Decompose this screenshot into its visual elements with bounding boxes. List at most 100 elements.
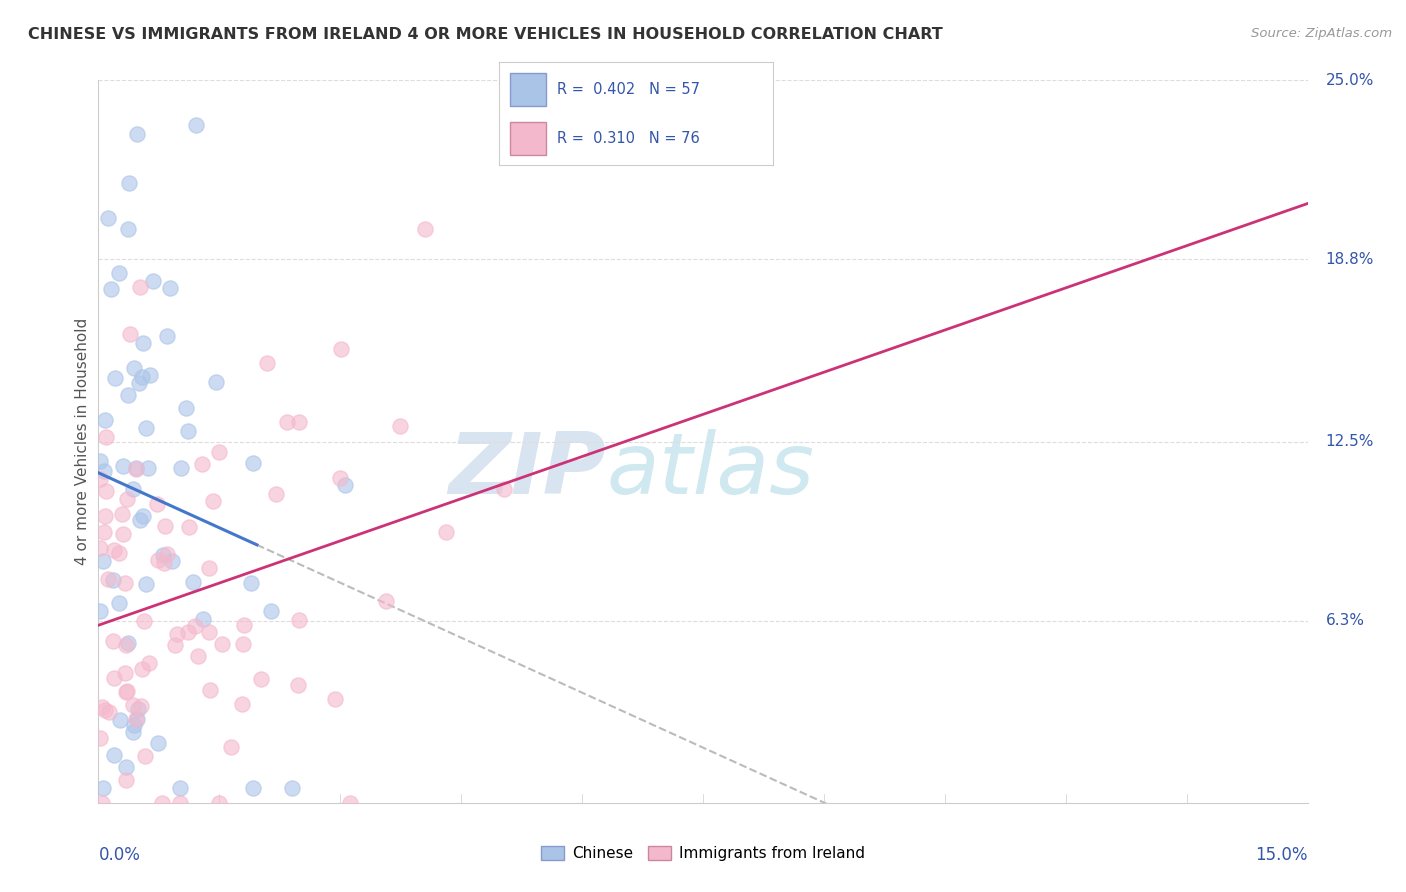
Point bbox=[138, 656, 160, 670]
Point bbox=[193, 612, 215, 626]
Point bbox=[142, 274, 165, 288]
Point bbox=[114, 772, 136, 787]
Point bbox=[132, 335, 155, 350]
Point bbox=[333, 478, 356, 492]
Point bbox=[90, 699, 112, 714]
Point bbox=[127, 712, 149, 726]
Point bbox=[152, 549, 174, 563]
Point bbox=[107, 266, 129, 280]
Point bbox=[93, 412, 115, 426]
Point bbox=[165, 638, 187, 652]
Point bbox=[114, 575, 136, 590]
Point bbox=[114, 666, 136, 681]
Point bbox=[232, 618, 254, 632]
Point bbox=[117, 636, 139, 650]
Point bbox=[434, 524, 457, 539]
Text: 18.8%: 18.8% bbox=[1326, 252, 1374, 267]
Point bbox=[101, 633, 124, 648]
Point bbox=[131, 370, 153, 384]
Point bbox=[146, 553, 169, 567]
Point bbox=[115, 683, 138, 698]
Point bbox=[93, 524, 115, 539]
Point bbox=[89, 541, 111, 556]
Point bbox=[156, 328, 179, 343]
Text: R =  0.402   N = 57: R = 0.402 N = 57 bbox=[557, 81, 700, 96]
Point bbox=[122, 717, 145, 731]
Point bbox=[100, 282, 122, 296]
Point bbox=[97, 573, 120, 587]
Legend: Chinese, Immigrants from Ireland: Chinese, Immigrants from Ireland bbox=[536, 840, 870, 867]
Point bbox=[202, 493, 225, 508]
Point bbox=[122, 725, 145, 739]
Text: 15.0%: 15.0% bbox=[1256, 847, 1308, 864]
Point bbox=[104, 371, 127, 385]
Point bbox=[152, 556, 174, 570]
Point bbox=[219, 739, 242, 754]
Point bbox=[276, 415, 298, 429]
Point bbox=[330, 342, 353, 356]
Point bbox=[138, 368, 160, 382]
Point bbox=[231, 697, 253, 711]
Point bbox=[242, 781, 264, 796]
Point bbox=[129, 513, 152, 527]
Point bbox=[103, 573, 125, 587]
Point bbox=[170, 461, 193, 475]
Point bbox=[287, 678, 309, 692]
Point bbox=[94, 430, 117, 444]
Point bbox=[169, 796, 191, 810]
Point bbox=[132, 614, 155, 628]
Point bbox=[329, 471, 352, 485]
Point bbox=[132, 508, 155, 523]
Point bbox=[131, 662, 153, 676]
Point bbox=[260, 604, 283, 618]
Text: CHINESE VS IMMIGRANTS FROM IRELAND 4 OR MORE VEHICLES IN HOUSEHOLD CORRELATION C: CHINESE VS IMMIGRANTS FROM IRELAND 4 OR … bbox=[28, 27, 943, 42]
Point bbox=[169, 781, 191, 796]
FancyBboxPatch shape bbox=[510, 122, 546, 155]
Point bbox=[191, 457, 214, 471]
Point bbox=[128, 279, 150, 293]
Point bbox=[494, 482, 516, 496]
Text: 25.0%: 25.0% bbox=[1326, 73, 1374, 87]
Point bbox=[288, 415, 311, 429]
Point bbox=[242, 456, 264, 470]
Point bbox=[388, 419, 411, 434]
Point bbox=[117, 222, 139, 236]
Point bbox=[103, 747, 125, 762]
Point bbox=[111, 507, 134, 521]
Point bbox=[208, 445, 231, 459]
Text: 6.3%: 6.3% bbox=[1326, 613, 1365, 628]
Point bbox=[135, 577, 157, 591]
Point bbox=[166, 626, 188, 640]
Point bbox=[187, 648, 209, 663]
Point bbox=[177, 624, 200, 639]
Point bbox=[97, 211, 120, 226]
Point bbox=[339, 796, 361, 810]
Point bbox=[211, 637, 233, 651]
Point bbox=[184, 118, 207, 132]
Point bbox=[94, 508, 117, 523]
Point bbox=[118, 177, 141, 191]
Point bbox=[114, 685, 136, 699]
Point bbox=[117, 387, 139, 401]
Point bbox=[204, 375, 226, 389]
Point bbox=[94, 483, 117, 498]
Point bbox=[240, 575, 263, 590]
Point bbox=[413, 222, 436, 236]
Point bbox=[134, 749, 156, 764]
Point bbox=[121, 698, 143, 713]
Point bbox=[197, 560, 219, 574]
Point bbox=[94, 703, 117, 717]
Point bbox=[89, 472, 111, 486]
Point bbox=[281, 781, 304, 796]
Text: 0.0%: 0.0% bbox=[98, 847, 141, 864]
Point bbox=[91, 554, 114, 568]
Point bbox=[89, 453, 111, 467]
Point bbox=[160, 554, 183, 568]
Point bbox=[208, 796, 231, 810]
Point bbox=[93, 464, 115, 478]
Point bbox=[131, 698, 153, 713]
Point bbox=[174, 401, 197, 416]
Point bbox=[375, 594, 398, 608]
Text: atlas: atlas bbox=[606, 429, 814, 512]
Point bbox=[264, 487, 287, 501]
